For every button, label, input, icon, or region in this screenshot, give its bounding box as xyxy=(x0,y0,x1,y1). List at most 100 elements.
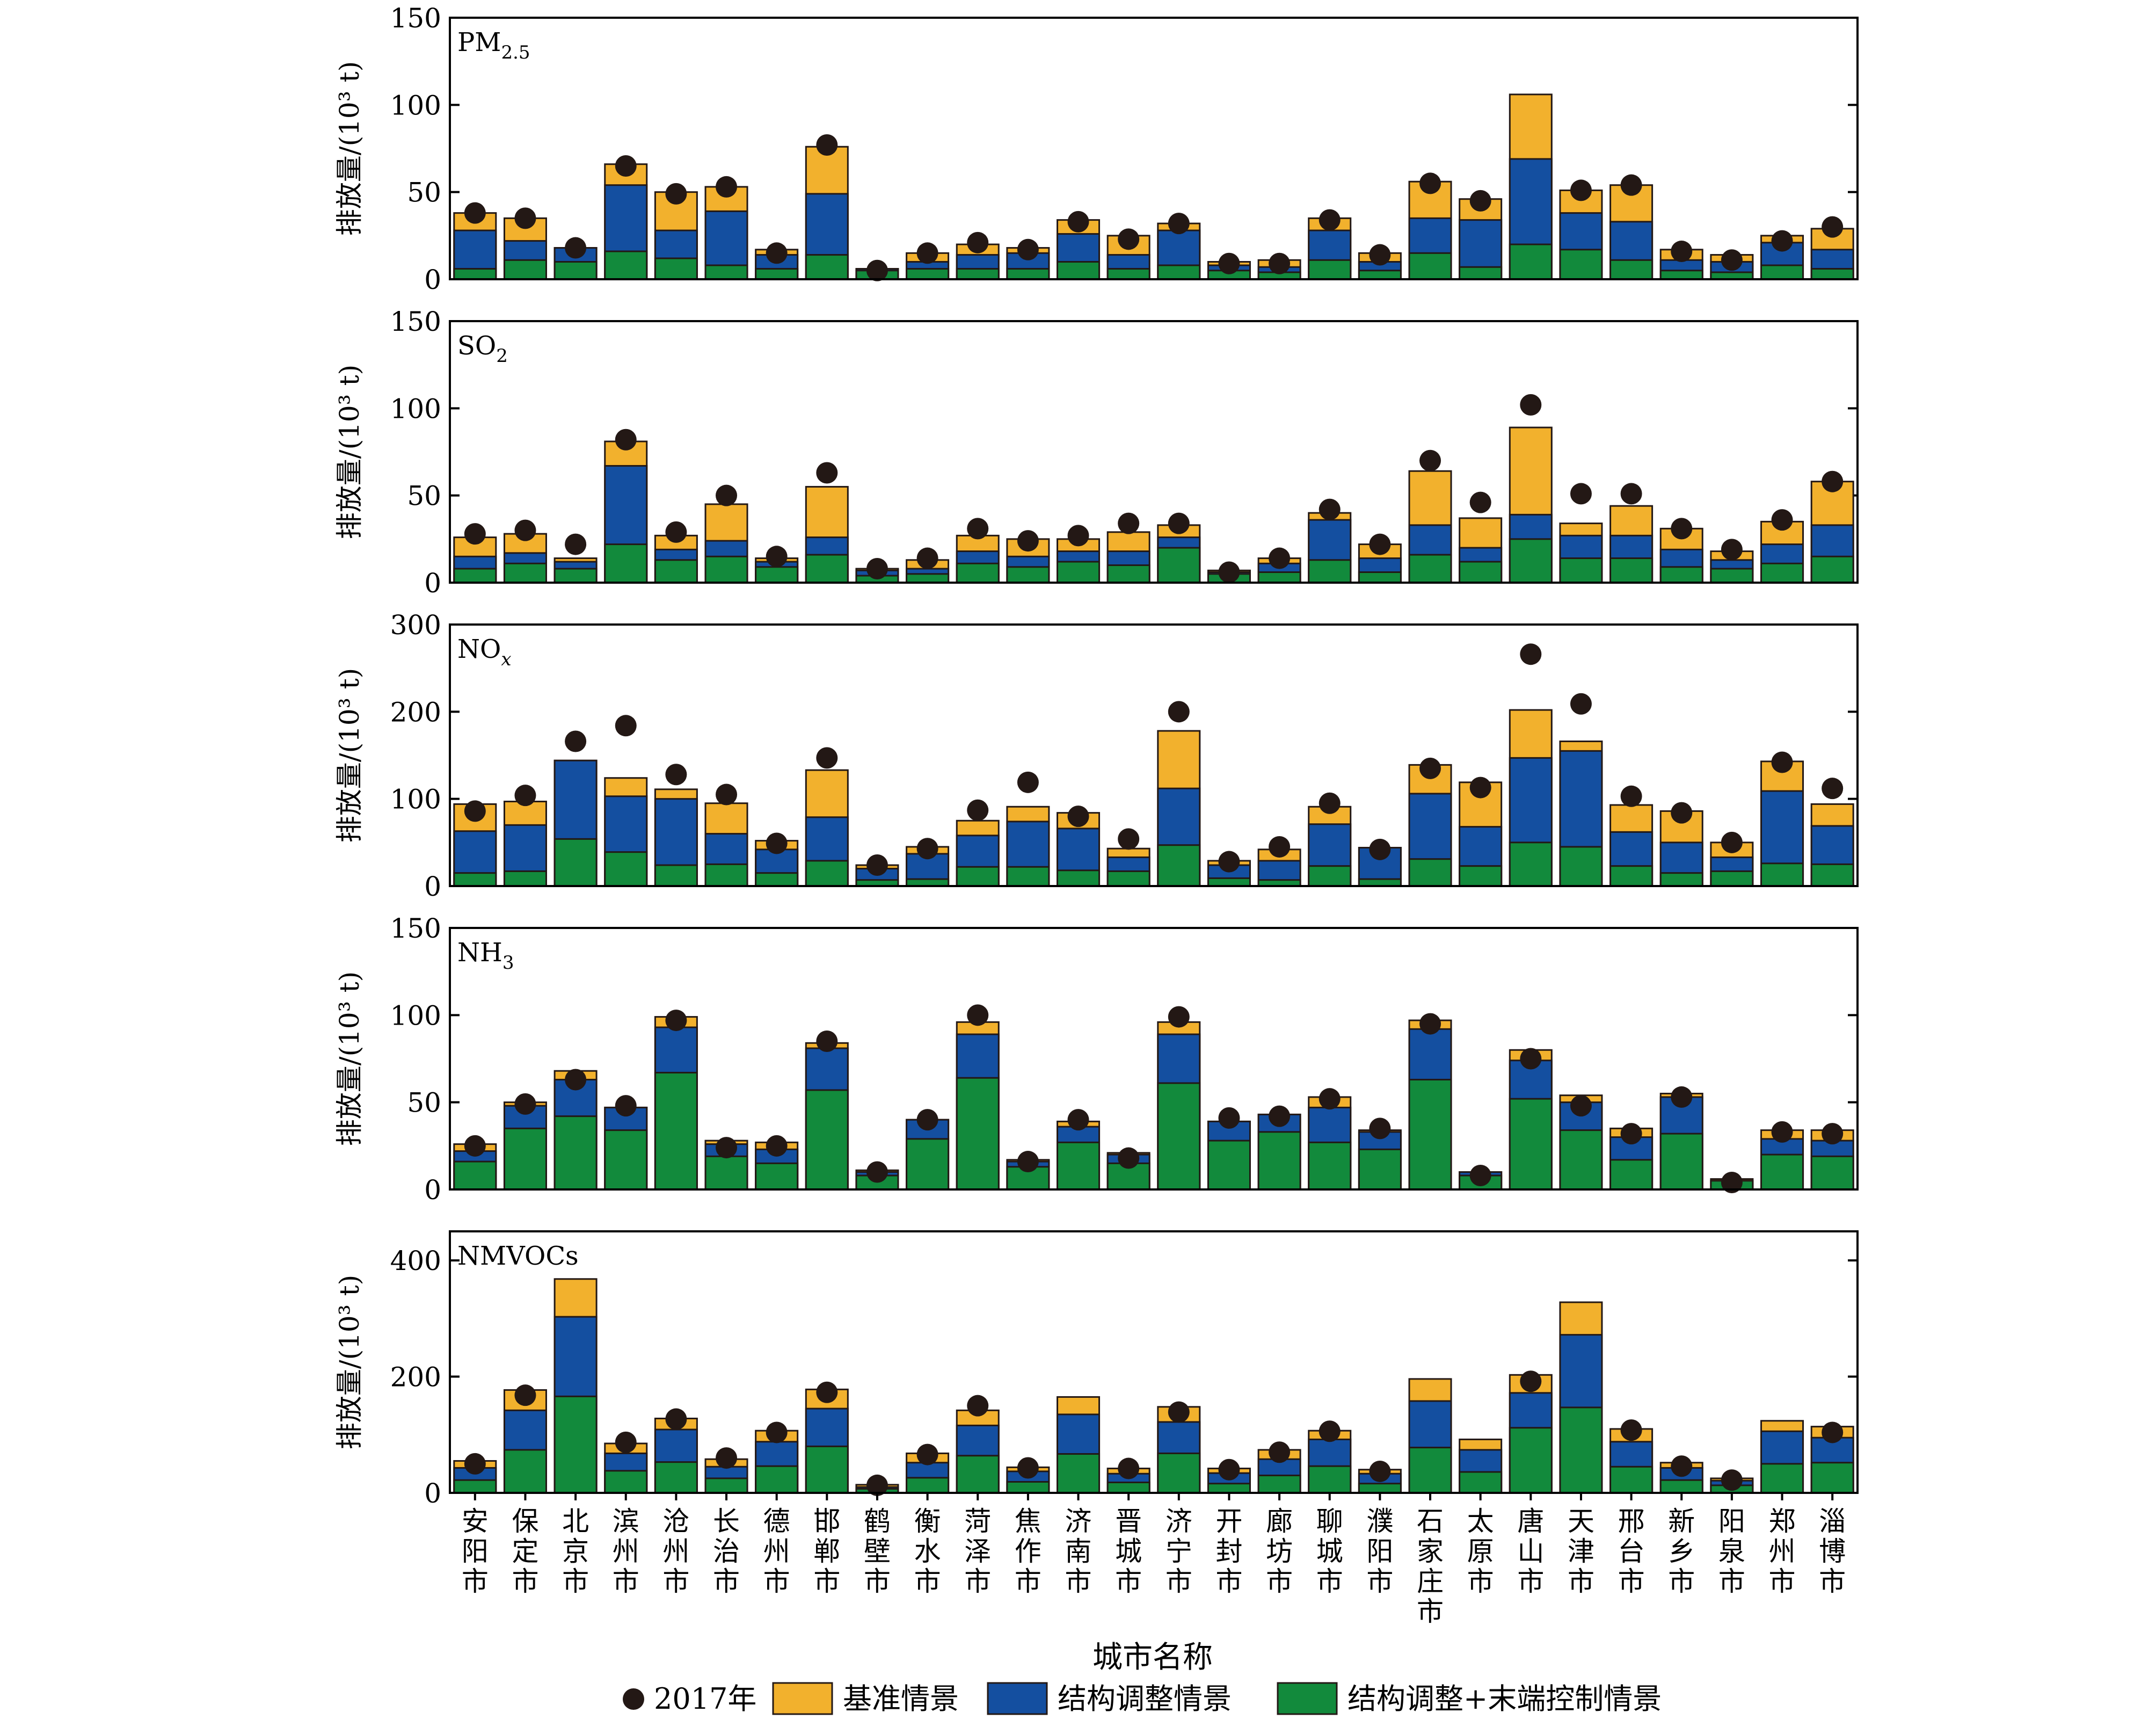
panel-0: 排放量/(10³ t) 0 50 100 150 PM2.5 xyxy=(334,3,1859,295)
marker-2017 xyxy=(716,176,738,198)
legend-swatch xyxy=(987,1682,1048,1715)
bar-structural_end xyxy=(755,1465,799,1494)
x-tick-char: 封 xyxy=(1215,1536,1242,1567)
marker-2017 xyxy=(464,523,486,545)
bar-structural_end xyxy=(1408,1447,1452,1494)
marker-2017 xyxy=(1118,228,1140,250)
x-tick-char: 邯 xyxy=(813,1506,840,1537)
y-axis-label: 排放量/(10³ t) xyxy=(334,668,365,843)
x-tick-label: 沧州市 xyxy=(662,1506,689,1597)
bar-structural_end xyxy=(1609,557,1654,584)
marker-2017 xyxy=(1319,498,1341,520)
marker-2017 xyxy=(1419,1013,1441,1035)
marker-2017 xyxy=(1771,230,1793,252)
legend-label: 结构调整+末端控制情景 xyxy=(1348,1682,1662,1716)
bar-structural_end xyxy=(704,1477,748,1494)
x-tick-char: 南 xyxy=(1065,1536,1092,1567)
marker-2017 xyxy=(1369,1460,1391,1482)
bar-structural_end xyxy=(1459,266,1503,280)
plot-frame xyxy=(449,320,1859,584)
x-tick-char: 邢 xyxy=(1618,1506,1645,1537)
marker-2017 xyxy=(816,747,838,769)
marker-2017 xyxy=(816,462,838,484)
marker-2017 xyxy=(1319,1088,1341,1110)
x-tick-label: 济宁市 xyxy=(1166,1506,1192,1597)
bar-structural_end xyxy=(906,1477,950,1494)
x-tick-char: 博 xyxy=(1819,1536,1846,1567)
x-tick-char: 开 xyxy=(1215,1506,1242,1537)
panel-title-main: PM xyxy=(457,27,501,57)
bar-structural_end xyxy=(1057,1453,1101,1494)
marker-2017 xyxy=(1067,1109,1089,1131)
y-tick-label: 200 xyxy=(390,1362,441,1393)
y-tick-label: 400 xyxy=(390,1245,441,1276)
panel-title-sub: x xyxy=(501,649,511,670)
x-tick-char: 市 xyxy=(1166,1566,1192,1597)
marker-2017 xyxy=(1118,512,1140,534)
x-tick-char: 聊 xyxy=(1316,1506,1343,1537)
x-tick-char: 市 xyxy=(1517,1566,1544,1597)
marker-2017 xyxy=(1721,539,1743,561)
x-tick-char: 定 xyxy=(512,1536,538,1567)
marker-2017 xyxy=(967,799,989,821)
x-tick-label: 安阳市 xyxy=(462,1506,489,1597)
bar-structural_end xyxy=(1609,1159,1654,1191)
bar-structural_end xyxy=(1408,252,1452,280)
marker-2017 xyxy=(464,800,486,822)
marker-2017 xyxy=(1067,525,1089,547)
bar-structural_end xyxy=(704,1155,748,1191)
bar-structural_end xyxy=(1509,841,1553,887)
x-tick-char: 德 xyxy=(763,1506,790,1537)
x-tick-char: 京 xyxy=(562,1536,589,1567)
plot-frame xyxy=(449,17,1859,280)
marker-2017 xyxy=(665,521,687,543)
bar-structural_end xyxy=(1509,538,1553,584)
marker-2017 xyxy=(1771,751,1793,773)
bar-structural_end xyxy=(1257,571,1301,584)
bar-structural_end xyxy=(1006,1481,1050,1494)
bar-structural_end xyxy=(755,1162,799,1191)
marker-2017 xyxy=(866,854,888,876)
x-tick-label: 衡水市 xyxy=(914,1506,941,1597)
x-tick-char: 阳 xyxy=(1718,1506,1745,1537)
bar-structural_end xyxy=(1810,1462,1854,1494)
marker-2017 xyxy=(665,1010,687,1032)
marker-2017 xyxy=(1118,828,1140,850)
y-tick-label: 50 xyxy=(407,481,441,512)
x-tick-label: 邢台市 xyxy=(1618,1506,1645,1597)
bar-structural_end xyxy=(1006,866,1050,887)
bar-structural_end xyxy=(1609,865,1654,887)
panel-title: PM2.5 xyxy=(457,27,530,63)
legend-label: 结构调整情景 xyxy=(1058,1682,1232,1716)
x-tick-char: 石 xyxy=(1417,1506,1444,1537)
panel-title: NH3 xyxy=(457,938,514,974)
bar-structural_end xyxy=(1559,557,1603,584)
panel-title: NMVOCs xyxy=(457,1241,579,1271)
x-tick-char: 晋 xyxy=(1115,1506,1142,1537)
x-tick-char: 廊 xyxy=(1266,1506,1293,1537)
marker-2017 xyxy=(514,1093,536,1115)
marker-2017 xyxy=(1218,252,1240,274)
marker-2017 xyxy=(1620,785,1642,807)
bar-structural_end xyxy=(1810,555,1854,584)
panel-title: NOx xyxy=(457,634,512,670)
marker-2017 xyxy=(916,1109,938,1131)
bar-structural_end xyxy=(1710,568,1754,584)
y-tick-label: 150 xyxy=(390,3,441,34)
x-tick-char: 市 xyxy=(1568,1566,1594,1597)
marker-2017 xyxy=(1369,533,1391,555)
x-tick-char: 庄 xyxy=(1417,1566,1444,1597)
x-tick-char: 市 xyxy=(613,1566,639,1597)
bar-structural_end xyxy=(1157,1452,1201,1494)
x-tick-char: 市 xyxy=(763,1566,790,1597)
marker-2017 xyxy=(1168,213,1190,235)
marker-2017 xyxy=(1520,1048,1542,1070)
y-tick-label: 100 xyxy=(390,90,441,121)
x-tick-char: 市 xyxy=(1215,1566,1242,1597)
y-tick-label: 0 xyxy=(424,264,441,295)
bar-structural_end xyxy=(453,1479,497,1494)
x-tick-label: 长治市 xyxy=(713,1506,740,1597)
x-tick-char: 市 xyxy=(512,1566,538,1597)
x-tick-char: 太 xyxy=(1467,1506,1494,1537)
marker-2017 xyxy=(766,546,788,568)
